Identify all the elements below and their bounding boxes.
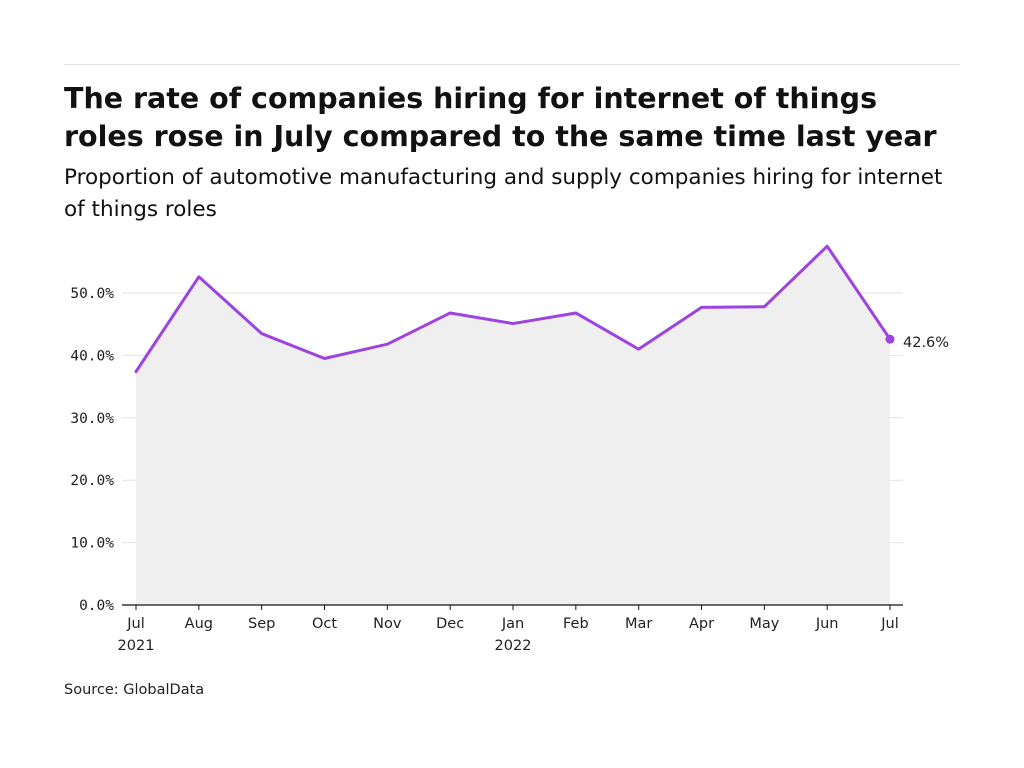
end-value-label: 42.6%	[903, 335, 949, 351]
x-tick-year-label: 2021	[118, 638, 155, 654]
x-tick-label: Mar	[625, 616, 652, 632]
chart-subtitle: Proportion of automotive manufacturing a…	[64, 165, 943, 222]
x-tick-label: Aug	[185, 616, 213, 632]
x-tick-label: Sep	[248, 616, 275, 632]
x-tick-label: Jul	[880, 616, 899, 632]
y-tick-label: 50.0%	[70, 286, 114, 302]
x-tick-label: Nov	[373, 616, 402, 632]
y-axis: 0.0% 10.0% 20.0% 30.0% 40.0% 50.0%	[70, 286, 114, 614]
top-rule	[64, 64, 960, 65]
y-tick-label: 0.0%	[79, 598, 114, 614]
x-axis: Jul 2021 Aug Sep Oct Nov Dec Jan 2022 Feb Mar Apr Ma…	[118, 605, 899, 654]
x-tick-label: Jun	[815, 616, 839, 632]
end-point-marker	[885, 334, 895, 344]
series-line	[134, 244, 892, 374]
chart-title: The rate of companies hiring for interne…	[64, 82, 937, 153]
end-marker-group: 42.6%	[885, 334, 949, 351]
y-tick-label: 20.0%	[70, 473, 114, 489]
x-tick-label: Oct	[312, 616, 337, 632]
source-note: Source: GlobalData	[64, 682, 205, 698]
x-tick-label: May	[749, 616, 779, 632]
area-fill	[136, 246, 890, 605]
x-tick-label: Dec	[436, 616, 464, 632]
y-tick-label: 10.0%	[70, 536, 114, 552]
x-tick-label: Feb	[563, 616, 589, 632]
x-tick-label: Jan	[501, 616, 524, 632]
x-tick-year-label: 2022	[495, 638, 532, 654]
y-tick-label: 40.0%	[70, 348, 114, 364]
x-tick-label: Apr	[689, 616, 714, 632]
x-tick-label: Jul	[126, 616, 145, 632]
y-tick-label: 30.0%	[70, 411, 114, 427]
